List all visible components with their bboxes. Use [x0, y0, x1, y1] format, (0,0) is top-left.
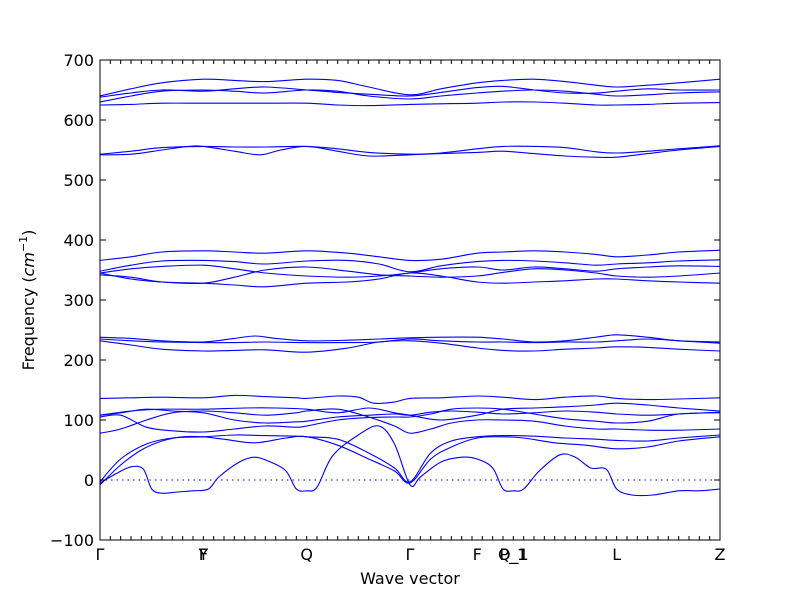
- y-axis-label-exponent: −1: [17, 236, 30, 252]
- band-line-22: [100, 78, 720, 97]
- y-axis-label-close: ): [19, 230, 38, 236]
- band-line-18: [100, 145, 720, 155]
- band-line-20: [100, 89, 720, 103]
- band-line-19: [100, 101, 720, 107]
- y-tick-label: 400: [63, 231, 94, 250]
- plot-frame: [99, 59, 721, 541]
- y-axis-label: Frequency (cm−1): [17, 230, 38, 371]
- y-tick-label: 700: [63, 51, 94, 70]
- band-line-21: [100, 85, 720, 98]
- band-line-5: [100, 407, 720, 433]
- band-line-17: [100, 145, 720, 159]
- y-tick-label: 600: [63, 111, 94, 130]
- x-axis-ticks: Γ YF Q Γ F P_1Q_1 L Z: [96, 60, 726, 565]
- x-tick-label: P_1: [499, 545, 527, 565]
- band-line-16: [100, 249, 720, 262]
- y-axis-label-unit: cm: [19, 252, 38, 276]
- x-tick-label: Z: [715, 545, 726, 564]
- band-line-8: [100, 394, 720, 405]
- x-tick-label: Γ: [406, 545, 415, 564]
- y-tick-label: 200: [63, 351, 94, 370]
- band-line-4: [100, 408, 720, 434]
- band-line-6: [100, 408, 720, 424]
- x-tick-label: Q_1: [498, 545, 529, 565]
- band-line-3: [100, 434, 720, 483]
- band-line-7: [100, 402, 720, 421]
- y-tick-label: 500: [63, 171, 94, 190]
- band-line-15: [100, 259, 720, 273]
- plot-area: [99, 59, 721, 541]
- y-tick-label: 100: [63, 411, 94, 430]
- band-line-2: [100, 435, 720, 486]
- x-tick-label: Γ: [96, 545, 105, 564]
- y-tick-label: −100: [50, 531, 94, 550]
- x-tick-label: L: [612, 545, 621, 564]
- band-line-13: [100, 266, 720, 285]
- x-tick-label: F: [199, 545, 208, 564]
- y-tick-label: 0: [84, 471, 94, 490]
- band-line-11: [100, 340, 720, 353]
- x-axis-label: Wave vector: [360, 569, 460, 588]
- x-tick-label: Q: [300, 545, 313, 564]
- band-lines: [100, 78, 720, 497]
- band-line-12: [100, 272, 720, 288]
- x-tick-label: Y: [197, 545, 208, 564]
- y-axis-ticks: −100 0 100 200 300 400 500 600 700: [50, 51, 720, 550]
- band-line-10: [100, 338, 720, 344]
- y-tick-label: 300: [63, 291, 94, 310]
- band-line-1: [100, 425, 720, 497]
- x-tick-label: F: [473, 545, 482, 564]
- y-axis-label-text: Frequency (: [19, 276, 38, 370]
- band-line-14: [100, 264, 720, 278]
- band-line-9: [100, 334, 720, 343]
